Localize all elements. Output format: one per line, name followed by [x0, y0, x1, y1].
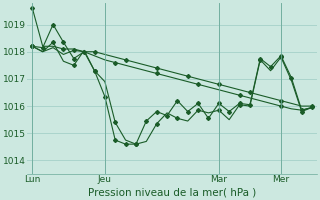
- X-axis label: Pression niveau de la mer( hPa ): Pression niveau de la mer( hPa ): [88, 187, 256, 197]
